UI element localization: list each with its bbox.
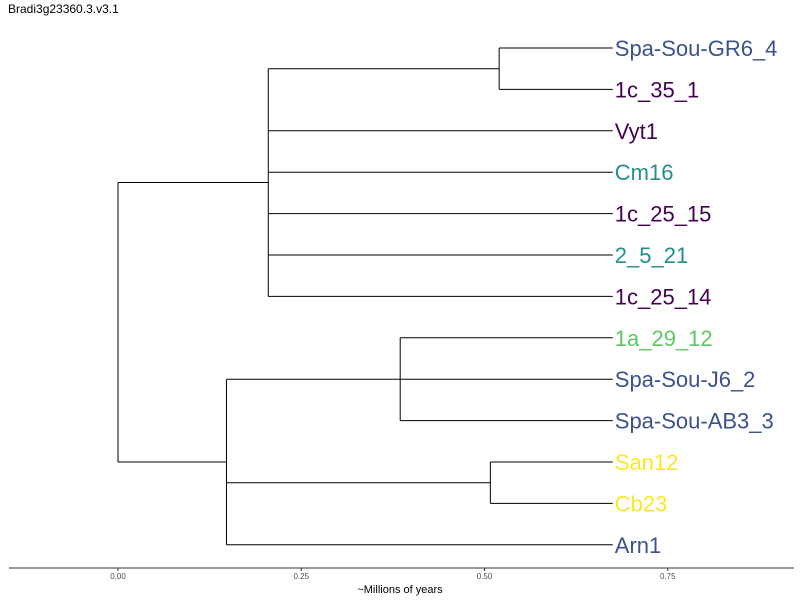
tip-label: Spa-Sou-GR6_4 [615, 36, 778, 61]
x-axis-ticks: 0.00 0.25 0.50 0.75 [110, 568, 676, 581]
tip-labels: Spa-Sou-GR6_4 1c_35_1 Vyt1 Cm16 1c_25_15 2_5_… [615, 36, 778, 558]
tip-label: San12 [615, 450, 679, 475]
tip-label: 1c_35_1 [615, 77, 699, 102]
tip-label: Spa-Sou-J6_2 [615, 367, 756, 392]
tip-label: Arn1 [615, 533, 661, 558]
x-axis-title: ~Millions of years [357, 584, 443, 596]
x-tick-label: 0.50 [477, 572, 493, 581]
tip-label: Cb23 [615, 491, 668, 516]
x-tick-label: 0.75 [660, 572, 676, 581]
x-tick-label: 0.00 [110, 572, 126, 581]
tree-branches [117, 47, 613, 546]
tip-label: Vyt1 [615, 119, 658, 144]
plot-title: Bradi3g23360.3.v3.1 [8, 2, 119, 16]
tip-label: 1a_29_12 [615, 326, 713, 351]
x-axis: 0.00 0.25 0.50 0.75 ~Millions of years [9, 567, 794, 596]
x-tick-label: 0.25 [293, 572, 309, 581]
tip-label: 1c_25_14 [615, 284, 712, 309]
tip-label: 1c_25_15 [615, 202, 712, 227]
tip-label: Cm16 [615, 160, 674, 185]
tip-label: 2_5_21 [615, 243, 688, 268]
tip-label: Spa-Sou-AB3_3 [615, 409, 774, 434]
